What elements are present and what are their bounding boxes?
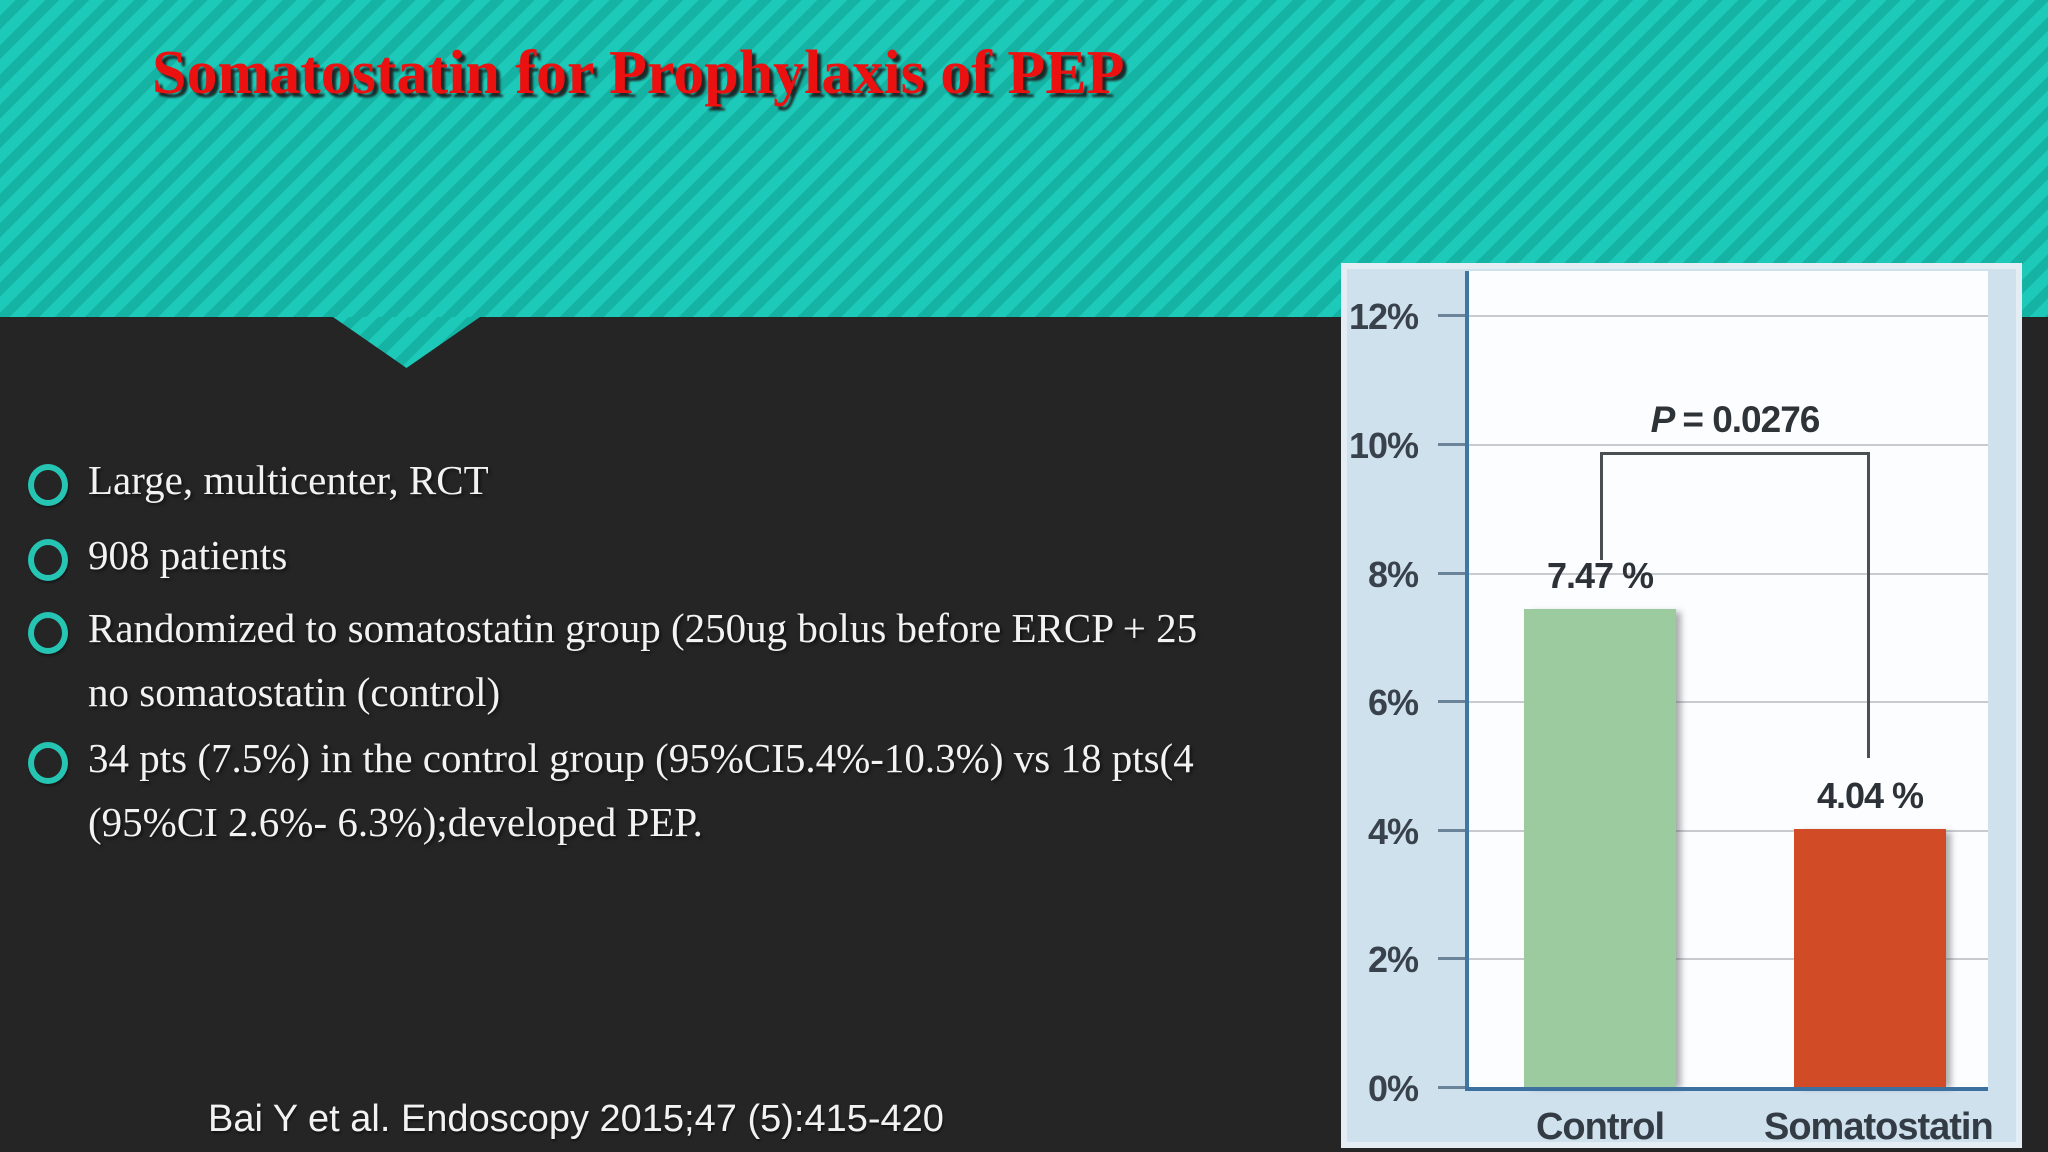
- y-axis-tick: [1438, 314, 1466, 318]
- bullet-text: Randomized to somatostatin group (250ug …: [88, 605, 1198, 651]
- x-axis-label-control: Control: [1535, 1106, 1665, 1148]
- y-axis-line: [1465, 271, 1469, 1091]
- y-axis-tick-label: 6%: [1367, 682, 1419, 724]
- y-axis-tick-label: 10%: [1348, 425, 1419, 466]
- p-value-annotation: P = 0.0276: [1600, 399, 1870, 441]
- y-axis-tick: [1438, 700, 1466, 704]
- bullet-ring-icon: [28, 612, 68, 654]
- bullet-text: 34 pts (7.5%) in the control group (95%C…: [88, 735, 1194, 781]
- gridline: [1468, 958, 1988, 961]
- significance-bracket: [1600, 452, 1870, 455]
- y-axis-tick: [1438, 443, 1466, 446]
- y-axis-tick: [1438, 1086, 1466, 1089]
- bar-value-label: 4.04 %: [1816, 775, 1924, 817]
- y-axis-tick-label: 12%: [1348, 296, 1419, 338]
- bullet-ring-icon: [28, 539, 68, 581]
- bullet-text: Large, multicenter, RCT: [88, 457, 489, 503]
- citation-text: Bai Y et al. Endoscopy 2015;47 (5):415-4…: [208, 1098, 944, 1140]
- y-axis-tick-label: 8%: [1367, 553, 1419, 595]
- slide-title: Somatostatin for Prophylaxis of PEP: [152, 39, 1125, 107]
- y-axis-tick: [1438, 957, 1466, 961]
- y-axis-tick: [1438, 571, 1466, 575]
- bullet-text: no somatostatin (control): [88, 669, 501, 715]
- list-item: Large, multicenter, RCT: [22, 448, 1622, 512]
- gridline: [1468, 444, 1988, 446]
- bullet-ring-icon: [28, 742, 68, 784]
- gridline: [1468, 829, 1988, 832]
- bar-somatostatin: [1794, 829, 1946, 1089]
- bar-value-label: 7.47 %: [1546, 554, 1654, 596]
- x-axis-label-somatostatin: Somatostatin: [1764, 1106, 1994, 1148]
- significance-bracket: [1867, 452, 1870, 758]
- gridline: [1468, 701, 1988, 704]
- list-item: 908 patients: [22, 523, 1622, 587]
- significance-bracket: [1600, 452, 1603, 560]
- gridline: [1468, 572, 1988, 575]
- y-axis-tick-label: 2%: [1367, 939, 1419, 981]
- p-value-text: = 0.0276: [1682, 399, 1820, 440]
- bar-control: [1524, 608, 1676, 1089]
- x-axis-line: [1465, 1087, 1988, 1091]
- header-band-notch: [333, 317, 480, 368]
- list-item: 34 pts (7.5%) in the control group (95%C…: [22, 726, 1622, 854]
- bullet-text: (95%CI 2.6%- 6.3%);developed PEP.: [88, 799, 703, 845]
- chart-plot-area: 0% 2% 4% 6% 8% 10% 12% 7.47 % 4.04 % P = 0.0276…: [1349, 271, 1994, 1148]
- pep-incidence-bar-chart: 0% 2% 4% 6% 8% 10% 12% 7.47 % 4.04 % P = 0.0276…: [1341, 263, 2022, 1148]
- y-axis-tick-label: 4%: [1367, 810, 1419, 852]
- y-axis-tick: [1438, 828, 1466, 832]
- p-symbol: P: [1650, 399, 1676, 440]
- bullet-list: Large, multicenter, RCT 908 patients Ran…: [22, 448, 1622, 854]
- y-axis-tick-label: 0%: [1367, 1068, 1419, 1109]
- list-item: Randomized to somatostatin group (250ug …: [22, 596, 1622, 724]
- bullet-text: 908 patients: [88, 532, 288, 578]
- bullet-ring-icon: [28, 464, 68, 506]
- gridline: [1468, 315, 1988, 318]
